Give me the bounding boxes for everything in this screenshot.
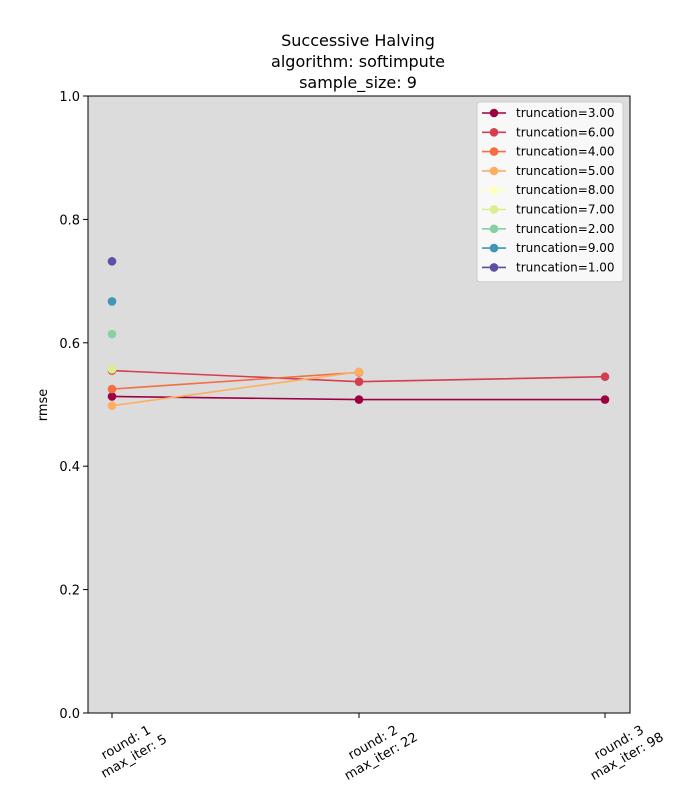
legend-swatch-marker: [489, 128, 499, 137]
series-truncation=9.00: [107, 297, 117, 306]
series-point: [354, 377, 364, 386]
legend-label: truncation=6.00: [516, 125, 615, 139]
legend-entry: truncation=1.00: [482, 260, 615, 274]
series-point: [354, 367, 364, 377]
series-point: [600, 372, 610, 382]
series-line: [111, 371, 360, 390]
title-line-1: Successive Halving: [281, 31, 435, 50]
legend-entry: truncation=9.00: [482, 241, 615, 255]
series-truncation=1.00: [107, 257, 117, 266]
series-truncation=2.00: [107, 329, 117, 339]
series-truncation=7.00: [107, 365, 117, 374]
legend-entry: truncation=2.00: [482, 222, 615, 236]
legend-entry: truncation=5.00: [482, 164, 615, 178]
legend-swatch-marker: [489, 243, 499, 253]
legend-label: truncation=3.00: [516, 106, 615, 120]
legend-box: [476, 101, 624, 283]
series-point: [107, 329, 117, 339]
series-line: [111, 371, 360, 407]
series-point: [107, 401, 117, 411]
y-tick-label: 0.4: [59, 460, 80, 475]
y-tick-label: 1.0: [59, 90, 80, 105]
series-point: [107, 365, 117, 374]
legend-label: truncation=1.00: [516, 260, 615, 274]
legend-label: truncation=8.00: [516, 183, 615, 197]
legend: truncation=3.00 truncation=6.00 truncation…: [476, 101, 624, 283]
legend-label: truncation=4.00: [516, 145, 615, 159]
legend-swatch-marker: [489, 224, 499, 234]
legend-entry: truncation=8.00: [482, 183, 615, 197]
legend-swatch-marker: [489, 147, 499, 156]
legend-swatch-marker: [489, 108, 499, 118]
legend-swatch-marker: [489, 166, 499, 176]
series-point: [107, 384, 117, 394]
y-tick-label: 0.6: [59, 337, 80, 352]
chart-title: Successive Halving algorithm: softimpute…: [271, 31, 445, 93]
legend-label: truncation=5.00: [516, 164, 615, 178]
y-tick-label: 0.0: [59, 707, 80, 722]
legend-label: truncation=2.00: [516, 222, 615, 236]
series-truncation=3.00: [107, 392, 610, 404]
legend-entry: truncation=3.00: [482, 106, 615, 120]
title-line-3: sample_size: 9: [299, 73, 417, 93]
legend-entry: truncation=4.00: [482, 145, 615, 159]
series-truncation=5.00: [107, 367, 364, 411]
legend-label: truncation=9.00: [516, 241, 615, 255]
legend-swatch-marker: [489, 263, 499, 272]
y-axis-label: rmse: [36, 389, 51, 422]
y-tick-label: 0.8: [59, 213, 80, 228]
title-line-2: algorithm: softimpute: [271, 52, 445, 71]
series-point: [107, 257, 117, 266]
series-point: [107, 297, 117, 306]
series-layer: [107, 257, 610, 411]
series-point: [354, 395, 364, 404]
legend-entry: truncation=6.00: [482, 125, 615, 139]
series-point: [107, 392, 117, 401]
legend-swatch-marker: [489, 185, 499, 195]
legend-entry: truncation=7.00: [482, 203, 615, 217]
y-tick-label: 0.2: [59, 584, 80, 599]
legend-swatch-marker: [489, 205, 499, 214]
series-point: [600, 395, 610, 404]
legend-label: truncation=7.00: [516, 203, 615, 217]
y-axis: 0.0 0.2 0.4 0.6 0.8 1.0: [59, 90, 88, 722]
